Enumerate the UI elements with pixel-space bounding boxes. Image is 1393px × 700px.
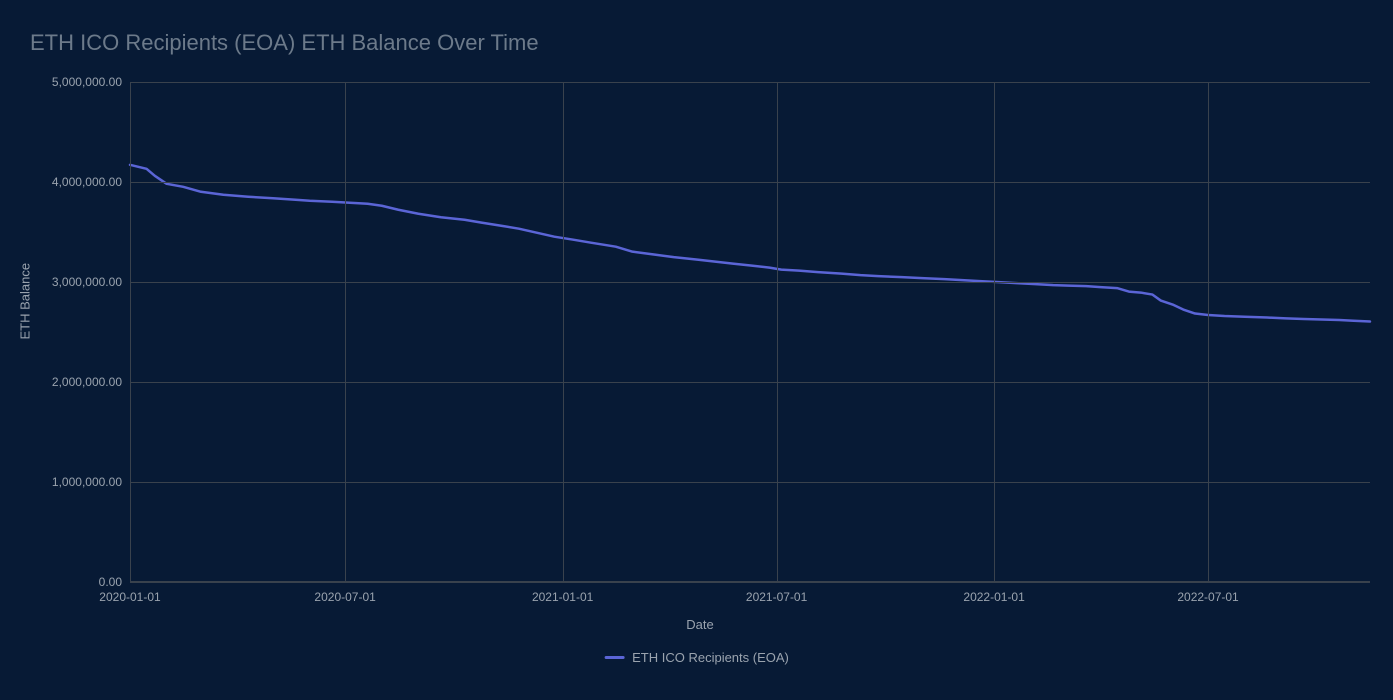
x-tick-label: 2022-07-01 xyxy=(1177,590,1238,604)
x-tick-label: 2021-07-01 xyxy=(746,590,807,604)
gridline-horizontal xyxy=(130,282,1370,283)
x-tick-label: 2022-01-01 xyxy=(963,590,1024,604)
y-tick-label: 2,000,000.00 xyxy=(52,375,122,389)
line-series-svg xyxy=(130,82,1370,581)
gridline-vertical xyxy=(130,82,131,581)
legend-swatch xyxy=(604,656,624,659)
legend-label: ETH ICO Recipients (EOA) xyxy=(632,650,789,665)
x-tick-label: 2020-07-01 xyxy=(314,590,375,604)
x-tick-label: 2021-01-01 xyxy=(532,590,593,604)
y-tick-label: 3,000,000.00 xyxy=(52,275,122,289)
gridline-horizontal xyxy=(130,182,1370,183)
gridline-vertical xyxy=(563,82,564,581)
gridline-vertical xyxy=(345,82,346,581)
series-line xyxy=(130,165,1370,322)
legend: ETH ICO Recipients (EOA) xyxy=(604,650,789,665)
gridline-vertical xyxy=(994,82,995,581)
y-axis-title: ETH Balance xyxy=(18,263,33,340)
y-tick-label: 4,000,000.00 xyxy=(52,175,122,189)
x-tick-label: 2020-01-01 xyxy=(99,590,160,604)
chart-title: ETH ICO Recipients (EOA) ETH Balance Ove… xyxy=(30,30,539,56)
gridline-vertical xyxy=(1208,82,1209,581)
x-axis-title: Date xyxy=(686,617,713,632)
y-tick-label: 0.00 xyxy=(99,575,122,589)
y-tick-label: 5,000,000.00 xyxy=(52,75,122,89)
gridline-horizontal xyxy=(130,582,1370,583)
gridline-horizontal xyxy=(130,482,1370,483)
gridline-vertical xyxy=(777,82,778,581)
y-tick-label: 1,000,000.00 xyxy=(52,475,122,489)
plot-area xyxy=(130,82,1370,582)
chart-container: ETH Balance Date 0.001,000,000.002,000,0… xyxy=(30,72,1370,632)
gridline-horizontal xyxy=(130,82,1370,83)
gridline-horizontal xyxy=(130,382,1370,383)
